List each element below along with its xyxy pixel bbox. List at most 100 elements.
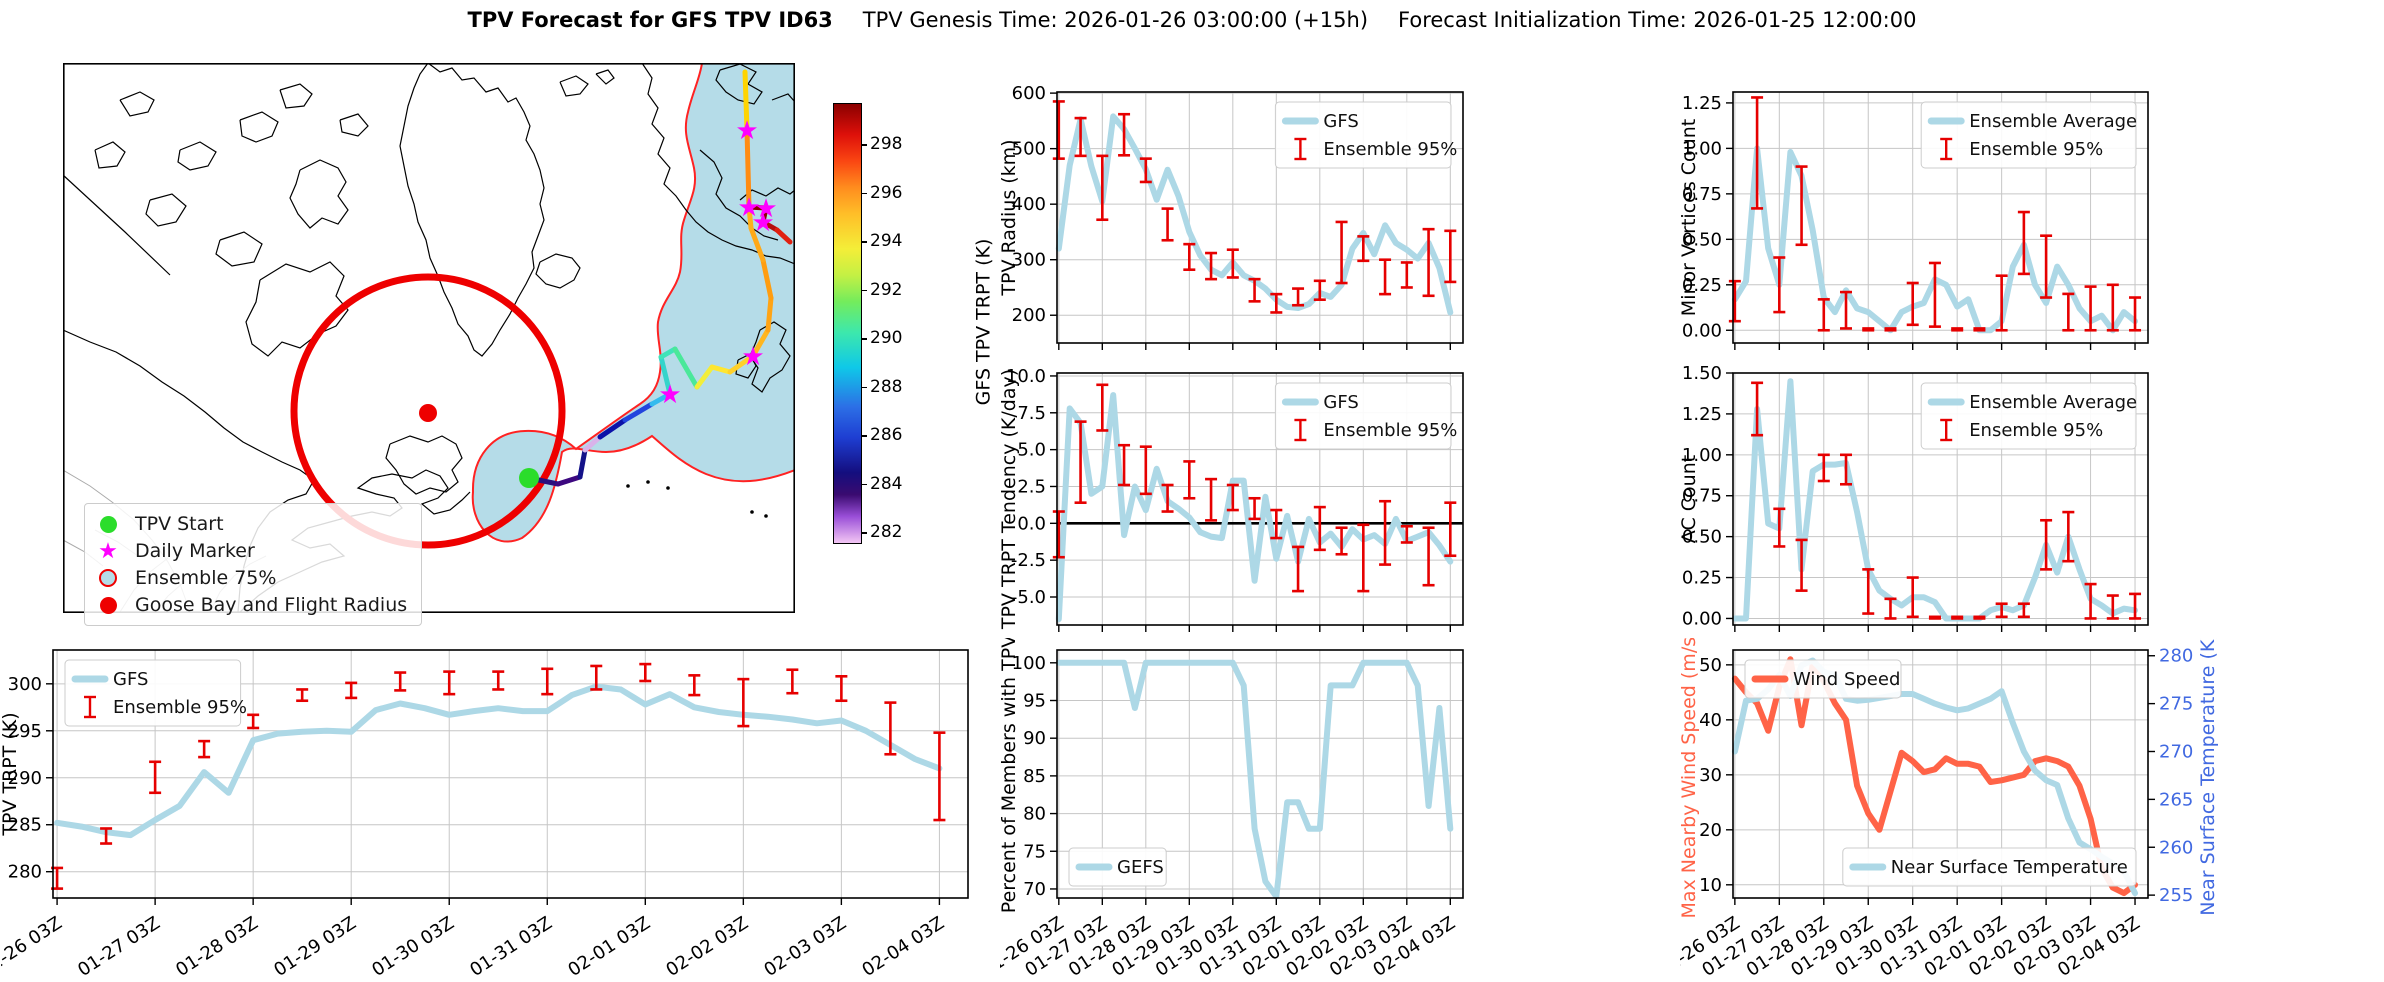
ensemble-errorbars — [1052, 100, 1457, 314]
colorbar: 298 296 294 292 290 288 286 284 282 GFS TPV TRPT … — [822, 95, 995, 575]
plot-frame — [1732, 372, 2149, 626]
legend-errorbar-swatch — [1294, 137, 1307, 161]
title-genesis-time: TPV Genesis Time: 2026-01-26 03:00:00 (+… — [862, 8, 1369, 32]
x-tick-label: 01-26 03Z — [1, 913, 66, 981]
colorbar-tick-label: 284 — [870, 473, 903, 494]
map-legend-item-start: TPV Start — [95, 512, 407, 536]
legend-errorbar-swatch — [84, 695, 96, 719]
chart-panel-wind: 10 20 30 40 50 255 260 265 270 275 280 Near Surface… — [1654, 629, 2230, 982]
x-tick-label: 02-03 03Z — [760, 913, 850, 981]
map-legend-label: Goose Bay and Flight Radius — [135, 594, 408, 616]
legend-errorbar-swatch — [1940, 137, 1953, 161]
legend-errorbar-swatch — [1294, 418, 1307, 442]
y-axis-label: Minor Vortices Count — [1680, 119, 1700, 316]
y-tick-label: 10.0 — [1006, 366, 1046, 387]
daily-marker-star: ★ — [741, 342, 764, 372]
y-tick-label: 0.50 — [1682, 229, 1722, 250]
ensemble-errorbars — [51, 662, 946, 890]
y-tick-label: 85 — [1023, 766, 1046, 787]
y-tick-label: -2.5 — [1011, 550, 1046, 571]
series-gfs — [54, 683, 943, 839]
x-tick-label: 02-04 03Z — [858, 913, 948, 981]
colorbar-tick-label: 298 — [870, 134, 903, 155]
x-tick-label: 02-01 03Z — [564, 913, 654, 981]
y-tick-label: 600 — [1012, 83, 1046, 104]
legend-errorbar-swatch — [1940, 418, 1953, 442]
legend-label: GFS — [1323, 392, 1358, 413]
ensemble-errorbars — [1052, 383, 1457, 593]
y-axis-label: TPV TRPT (K) — [1, 712, 21, 836]
chart-trpt: 280 285 290 295 300 01-26 03Z 01-27 03Z 01-28 0… — [0, 649, 969, 981]
tick-marks — [1726, 372, 2136, 632]
y-tick-label: 70 — [1023, 879, 1046, 900]
chart-panel-radius: 200 300 400 500 600 TPV Radius (km) GFS Ensemb… — [998, 80, 1475, 361]
daily-marker-star: ★ — [735, 116, 758, 146]
y-tick-label: 1.25 — [1682, 404, 1722, 425]
colorbar-axis-label: GFS TPV TRPT (K) — [972, 238, 995, 405]
map-legend-label: TPV Start — [135, 513, 224, 535]
plot-frame — [1056, 372, 1464, 626]
colorbar-tick-label: 292 — [870, 279, 903, 300]
right-y-tick-label: 280 — [2159, 646, 2193, 667]
chart-panel-ac: 0.00 0.25 0.50 0.75 1.00 1.25 1.50 AC Count Ense… — [1678, 361, 2162, 643]
daily-marker-icon: ★ — [98, 538, 118, 564]
y-tick-label: 0.00 — [1682, 608, 1722, 629]
y-tick-label: 295 — [8, 721, 42, 742]
y-tick-label: 90 — [1023, 728, 1046, 749]
ensemble-75-region — [471, 62, 796, 543]
y-tick-label: 30 — [1699, 765, 1722, 786]
y-tick-label: 0.50 — [1682, 527, 1722, 548]
daily-marker-star: ★ — [754, 194, 777, 224]
x-tick-label: 01-31 03Z — [466, 913, 556, 981]
legend-label: Ensemble 95% — [113, 697, 247, 718]
chart-panel-tendency: -5.0 -2.5 0.0 2.5 5.0 7.5 10.0 TPV TRPT Tendenc… — [998, 361, 1475, 643]
daily-marker-star: ★ — [751, 208, 774, 238]
goose-bay-dot — [419, 404, 437, 422]
legend-label: Ensemble Average — [1969, 111, 2137, 132]
tick-marks — [1050, 375, 1452, 632]
title-main: TPV Forecast for GFS TPV ID63 — [467, 8, 833, 32]
chart-legend-0: Wind Speed — [1744, 659, 1902, 699]
legend-label: Ensemble 95% — [1969, 420, 2103, 441]
legend-label: GFS — [113, 669, 148, 690]
y-tick-label: 50 — [1699, 655, 1722, 676]
legend-label: Ensemble 95% — [1969, 139, 2103, 160]
y-axis-label: Max Nearby Wind Speed (m/s) — [1680, 638, 1700, 919]
y-tick-label: 5.0 — [1017, 440, 1046, 461]
y-tick-label: 0.25 — [1682, 275, 1722, 296]
y-tick-label: 0.00 — [1682, 320, 1722, 341]
chart-legend-1: Near Surface Temperature — [1842, 847, 2137, 887]
map-legend-label: Daily Marker — [135, 540, 255, 562]
y-tick-label: 500 — [1012, 139, 1046, 160]
tpv-start-dot — [519, 468, 539, 488]
chart-panel-percent: 70 75 80 85 90 95 100 01-26 03Z 01-27 03Z 01-28 0… — [978, 635, 1475, 982]
ensemble-75-icon — [99, 569, 117, 587]
y-tick-label: 40 — [1699, 710, 1722, 731]
x-tick-label: 01-30 03Z — [368, 913, 458, 981]
y-tick-label: 1.00 — [1682, 138, 1722, 159]
tick-marks — [46, 683, 941, 905]
colorbar-tick-label: 296 — [870, 182, 903, 203]
legend-label: Ensemble Average — [1969, 392, 2137, 413]
gridlines — [1057, 650, 1463, 898]
right-y-tick-label: 260 — [2159, 837, 2193, 858]
y-tick-label: 300 — [8, 674, 42, 695]
legend-label: Wind Speed — [1793, 669, 1900, 690]
goose-bay-icon — [99, 596, 117, 614]
legend-label: Near Surface Temperature — [1891, 857, 2128, 878]
tick-marks — [1726, 102, 2136, 350]
tick-marks — [1050, 662, 1452, 905]
x-tick-label: 01-29 03Z — [270, 913, 360, 981]
y-tick-label: 200 — [1012, 305, 1046, 326]
tpv-track — [526, 69, 793, 487]
y-tick-label: 2.5 — [1017, 476, 1046, 497]
y-tick-label: 80 — [1023, 804, 1046, 825]
colorbar-tick-label: 282 — [870, 522, 903, 543]
y-tick-label: 95 — [1023, 691, 1046, 712]
colorbar-tick-label: 286 — [870, 425, 903, 446]
plot-frame — [52, 649, 969, 899]
flight-radius-circle — [290, 273, 566, 549]
